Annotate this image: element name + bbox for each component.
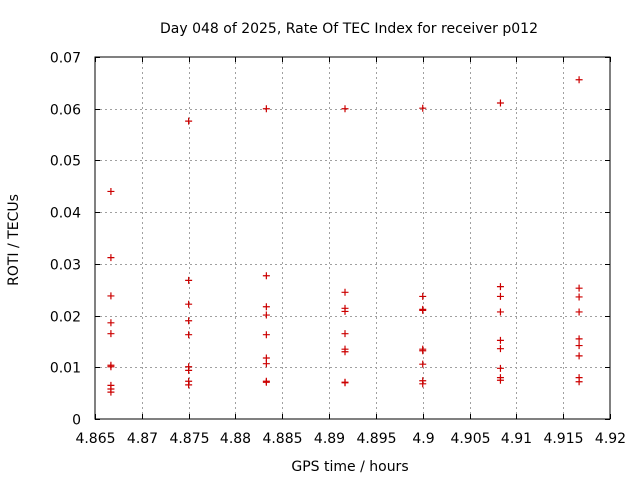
data-point [185,276,193,284]
y-tick-label: 0.03 [50,258,81,274]
x-tick-label: 4.92 [595,431,626,447]
data-point [185,331,193,339]
data-point [107,363,115,371]
data-point [341,330,349,338]
data-point [575,342,583,350]
data-point [341,379,349,387]
data-point [107,292,115,300]
data-point [262,272,270,280]
data-point [107,254,115,262]
data-point [419,347,427,355]
x-tick-label: 4.87 [127,431,158,447]
chart-title: Day 048 of 2025, Rate Of TEC Index for r… [160,21,538,37]
x-tick-label: 4.865 [75,431,115,447]
data-points [107,76,583,396]
data-point [575,293,583,301]
x-tick-label: 4.895 [356,431,396,447]
x-tick-label: 4.9 [412,431,434,447]
y-axis-ticks: 0 0.01 0.02 0.03 0.04 0.05 0.06 0.07 [50,51,610,429]
data-point [262,311,270,319]
y-tick-label: 0.01 [50,361,81,377]
grid-lines [95,57,610,419]
data-point [262,105,270,113]
data-point [262,331,270,339]
x-tick-label: 4.91 [501,431,532,447]
plot-frame [94,56,611,420]
data-point [575,284,583,292]
data-point [107,330,115,338]
data-point [419,306,427,314]
data-point [496,292,504,300]
x-tick-label: 4.885 [262,431,302,447]
x-axis-label: GPS time / hours [291,459,408,475]
data-point [107,187,115,195]
data-point [185,300,193,308]
data-point [496,345,504,353]
data-point [185,366,193,374]
y-tick-label: 0.02 [50,310,81,326]
data-point [262,360,270,368]
data-point [262,303,270,311]
data-point [496,364,504,372]
data-point [262,378,270,386]
y-tick-label: 0 [72,413,81,429]
data-point [419,380,427,388]
y-tick-label: 0.06 [50,103,81,119]
x-axis-ticks: 4.865 4.87 4.875 4.88 4.885 4.89 4.895 4.9 4.905… [75,57,626,447]
data-point [185,381,193,389]
data-point [496,376,504,384]
data-point [496,99,504,107]
x-tick-label: 4.88 [220,431,251,447]
x-tick-label: 4.905 [450,431,490,447]
data-point [419,104,427,112]
data-point [185,117,193,125]
data-point [341,288,349,296]
y-tick-label: 0.04 [50,206,81,222]
data-point [496,283,504,291]
data-point [575,352,583,360]
x-tick-label: 4.875 [169,431,209,447]
data-point [575,378,583,386]
data-point [185,317,193,325]
data-point [107,388,115,396]
y-axis-label: ROTI / TECUs [6,194,22,286]
data-point [496,308,504,316]
data-point [496,336,504,344]
y-tick-label: 0.07 [50,51,81,67]
x-tick-label: 4.89 [314,431,345,447]
data-point [341,307,349,315]
data-point [575,335,583,343]
data-point [341,105,349,113]
data-point [575,76,583,84]
data-point [419,292,427,300]
y-tick-label: 0.05 [50,154,81,170]
data-point [341,348,349,356]
x-tick-label: 4.915 [543,431,583,447]
data-point [107,319,115,327]
data-point [419,360,427,368]
data-point [575,308,583,316]
